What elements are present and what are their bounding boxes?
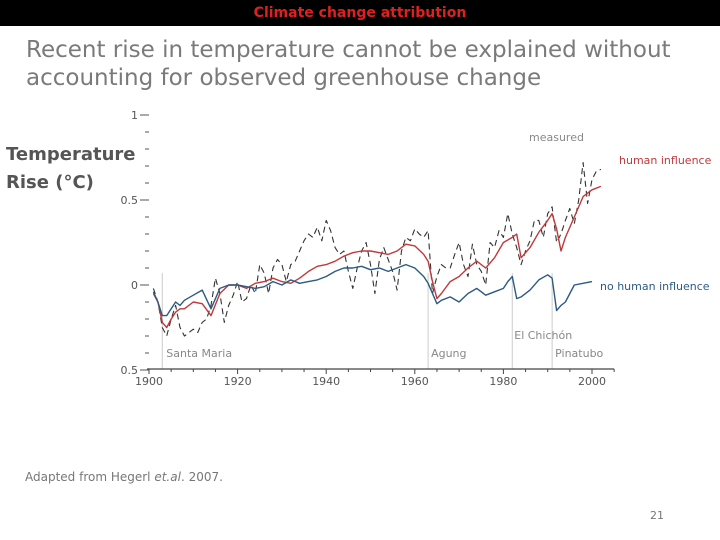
eruption-label: Agung: [431, 347, 466, 360]
x-tick-label: 1900: [135, 375, 163, 388]
x-tick-label: 1980: [489, 375, 517, 388]
y-tick-label: 0.5: [121, 364, 139, 377]
slide-header-title: Climate change attribution: [253, 5, 467, 21]
eruption-markers: Santa Maria Agung El Chichón Pinatubo: [161, 273, 604, 369]
x-tick-label: 1940: [312, 375, 340, 388]
y-axis-title-line1: Temperature: [6, 144, 136, 165]
eruption-label: El Chichón: [514, 329, 572, 342]
eruption-label: Santa Maria: [166, 347, 232, 360]
eruption-label: Pinatubo: [555, 347, 603, 360]
series-measured: [152, 162, 602, 337]
y-tick-label: 1: [131, 109, 138, 122]
caption-italic: et.al: [154, 470, 181, 484]
x-tick-label: 2000: [578, 375, 606, 388]
series-no-human-influence: [152, 263, 593, 317]
series-labels: measured human influence no human influenc…: [529, 131, 712, 293]
x-tick-label: 1920: [224, 375, 252, 388]
chart-series: [152, 162, 602, 337]
label-measured: measured: [529, 131, 584, 144]
y-axis-title: Temperature Rise (°C): [6, 141, 135, 197]
y-axis-title-line2: Rise (°C): [6, 172, 94, 193]
caption-suffix: . 2007.: [180, 470, 223, 484]
y-tick-label: 0: [131, 279, 138, 292]
label-no-human-influence: no human influence: [600, 280, 710, 293]
slide-headline: Recent rise in temperature cannot be exp…: [26, 37, 671, 91]
series-human-influence: [152, 185, 602, 329]
label-human-influence: human influence: [619, 154, 712, 167]
y-tick-label: 0.5: [121, 194, 139, 207]
chart-axes: 1900 1920 1940 1960 1980 2000 1 0.5 0 0.5: [121, 109, 615, 388]
x-tick-label: 1960: [401, 375, 429, 388]
slide-header-bar: Climate change attribution: [0, 0, 720, 26]
page-number: 21: [650, 509, 664, 522]
source-caption: Adapted from Hegerl et.al. 2007.: [25, 470, 223, 484]
caption-prefix: Adapted from Hegerl: [25, 470, 155, 484]
